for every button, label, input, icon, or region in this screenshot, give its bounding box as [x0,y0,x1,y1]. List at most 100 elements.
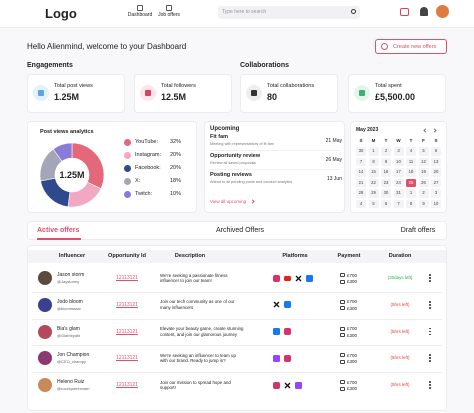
nav-icon [166,5,172,11]
calendar-day[interactable]: 17 [393,168,404,177]
tab-active[interactable]: Active offers [37,227,80,234]
calendar-day[interactable]: 5 [418,147,429,156]
create-button[interactable] [375,39,447,54]
calendar-day[interactable]: 4 [406,147,416,156]
calendar-day[interactable]: 27 [431,178,441,187]
calendar-day[interactable]: 23 [381,178,391,187]
more-menu-dot[interactable] [429,274,431,276]
calendar-day[interactable]: 16 [381,168,391,177]
search-icon [351,9,356,14]
calendar-day[interactable]: 3 [393,147,404,156]
more-menu-dot[interactable] [429,330,431,333]
platform-icon [273,301,280,308]
row-divider [32,372,442,374]
table-header-bg [28,250,446,263]
event-description: Meeting with representatives of fit fam [210,142,274,146]
calendar-day[interactable]: 1 [406,189,416,198]
search-box[interactable] [218,6,360,19]
legend-dot [124,152,131,159]
search-placeholder: Type here to search [222,9,267,15]
calendar-day[interactable]: 7 [356,157,366,166]
calendar-day[interactable]: 8 [368,157,379,166]
calendar-day[interactable]: 6 [381,199,391,208]
calendar-day[interactable]: 2 [381,147,391,156]
calendar-day[interactable]: 30 [381,189,391,198]
event-title: Opportunity review [210,153,261,159]
tabs-card [27,221,447,240]
calendar-day[interactable]: 5 [368,199,379,208]
influencer-name: Jon Champion [57,352,90,359]
bell-icon[interactable] [420,7,428,16]
calendar-day[interactable]: 9 [418,199,429,208]
platform-icon [273,381,280,389]
calendar-day[interactable]: 22 [368,178,379,187]
upcoming-link[interactable]: View all upcoming [210,199,247,204]
calendar-day[interactable]: 2 [418,189,429,198]
more-menu-dot[interactable] [429,280,431,282]
calendar-day[interactable]: 9 [381,157,391,166]
calendar-day[interactable]: 24 [393,178,404,187]
calendar-day[interactable]: 21 [356,178,366,187]
opportunity-id[interactable]: 12113121 [116,382,138,389]
opportunity-id[interactable]: 12113121 [116,355,138,362]
payment-icon [340,279,345,284]
more-menu-dot[interactable] [429,360,431,363]
tab[interactable]: Draft offers [400,227,436,234]
more-menu-dot[interactable] [429,303,431,306]
more-menu-dot[interactable] [429,354,431,357]
calendar-day[interactable]: 13 [431,157,441,166]
more-menu-dot[interactable] [429,327,431,330]
more-menu-dot[interactable] [429,384,431,386]
calendar-day[interactable]: 15 [368,168,379,177]
calendar-day[interactable]: 11 [406,157,416,166]
influencer-name: Heleno Ruiz [57,379,85,386]
influencer-handle: @Glambydbi [57,332,81,338]
calendar-day[interactable]: 18 [406,168,416,177]
more-menu-dot[interactable] [429,381,431,383]
calendar-day[interactable]: 14 [356,168,366,177]
event-description: Attend to all pending posts and conduct … [210,180,293,184]
calendar-day[interactable]: 26 [418,178,429,187]
calendar-day[interactable]: 4 [356,199,366,208]
calendar-day[interactable]: 6 [431,147,441,156]
calendar-day[interactable]: 28 [356,189,366,198]
logo[interactable]: Logo [45,6,77,21]
calendar-day[interactable]: 12 [418,157,429,166]
calendar-day[interactable]: 3 [431,189,441,198]
calendar-day[interactable]: 8 [406,199,416,208]
opportunity-id[interactable]: 12113121 [116,301,138,308]
more-menu-dot[interactable] [429,387,431,389]
more-menu-dot[interactable] [429,357,431,360]
table-header: Description [174,253,206,259]
calendar-day[interactable]: 29 [368,189,379,198]
calendar-day[interactable]: 19 [418,168,429,177]
message-icon[interactable] [400,8,409,16]
row-divider [32,291,442,293]
nav-link[interactable]: Job offers [158,12,180,18]
calendar-day[interactable]: 25 [406,178,416,187]
duration: (5hrs left) [390,301,410,307]
calendar-day[interactable]: 20 [431,168,441,177]
legend-dot [124,178,131,185]
calendar-day[interactable]: 30 [356,147,366,156]
legend-label: X: [135,178,141,184]
payment-icon [340,326,345,331]
legend-value: 20% [170,165,182,171]
calendar-day[interactable]: 10 [393,157,404,166]
payment-amount: £300 [347,305,358,311]
more-menu-dot[interactable] [429,277,431,279]
calendar-day[interactable]: 31 [393,189,404,198]
legend-label: Facebook: [135,165,161,171]
more-menu-dot[interactable] [429,306,431,309]
avatar[interactable] [436,5,449,18]
opportunity-id[interactable]: 12113121 [116,275,138,281]
tab[interactable]: Archived Offers [215,227,265,234]
calendar-day[interactable]: 1 [368,147,379,156]
calendar-day[interactable]: 10 [431,199,441,208]
table-card [27,245,447,411]
nav-link[interactable]: Dashboard [127,12,153,18]
opportunity-id[interactable]: 12113121 [116,328,138,335]
more-menu-dot[interactable] [429,333,431,336]
calendar-day[interactable]: 7 [393,199,404,208]
more-menu-dot[interactable] [429,300,431,303]
